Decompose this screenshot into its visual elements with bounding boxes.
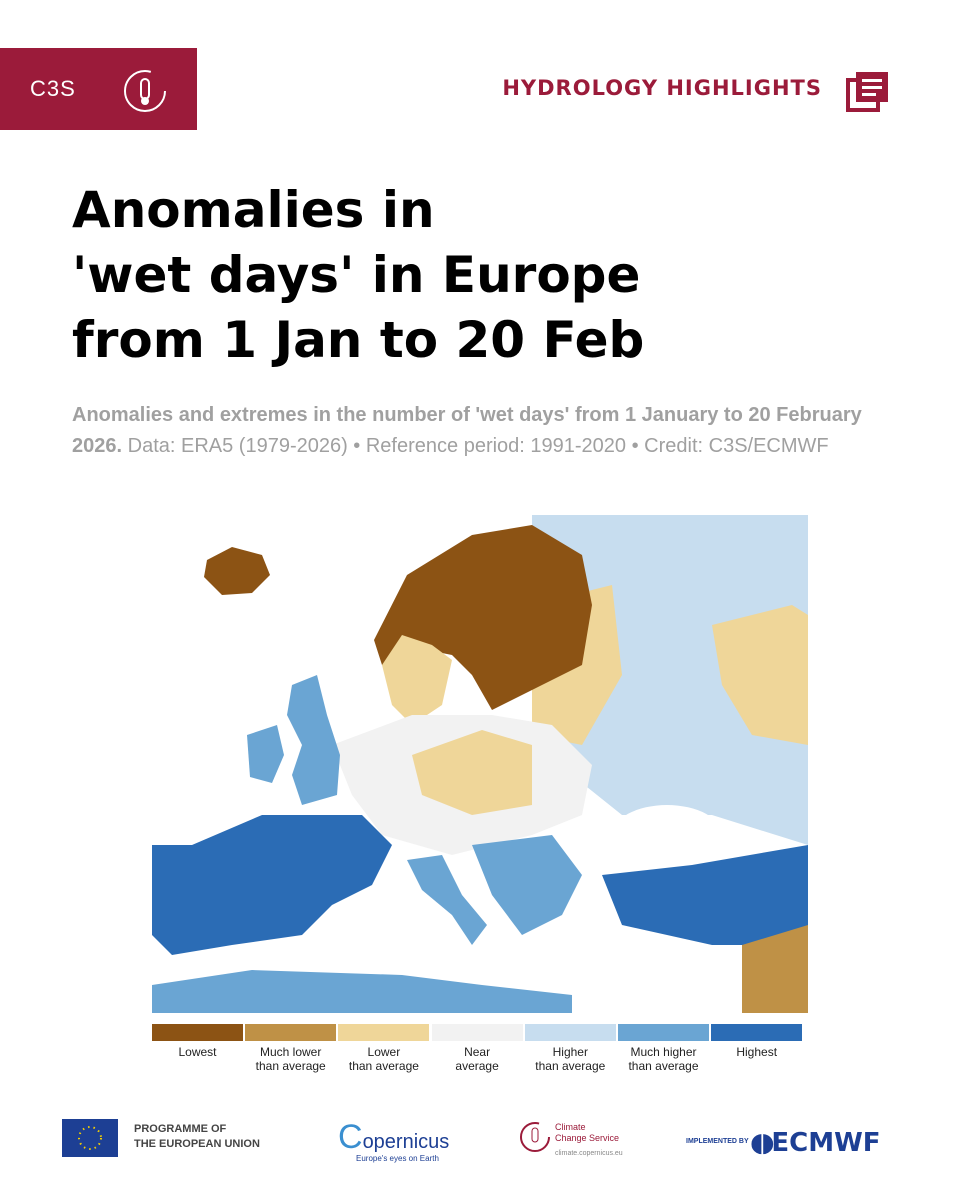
copernicus-tagline: Europe's eyes on Earth [356,1154,439,1163]
c3s-line: Climate [555,1122,586,1132]
legend-label: Much higher than average [614,1045,714,1073]
ecmwf-logo: ◖◗ECMWF [750,1128,881,1158]
map [152,515,808,1013]
legend-label-line: Much higher [630,1045,697,1059]
ireland [247,725,284,783]
implemented-by: IMPLEMENTED BY [686,1138,749,1145]
legend-label-line: Highest [736,1045,778,1059]
copernicus-logo: Copernicus Europe's eyes on Earth [338,1118,450,1163]
legend-swatch [524,1024,616,1041]
legend: Lowest Much lower than average Lower than av… [152,1024,812,1084]
balkans [472,835,582,935]
iceland [204,547,270,595]
turkey [602,845,808,945]
eu-text: PROGRAMME OF THE EUROPEAN UNION [134,1122,260,1152]
section-label: HYDROLOGY HIGHLIGHTS [502,76,822,100]
legend-label-line: than average [535,1059,606,1073]
eu-line: THE EUROPEAN UNION [134,1138,260,1150]
legend-label: Higher than average [520,1045,620,1073]
subtitle: Anomalies and extremes in the number of … [72,400,872,462]
legend-label-line: Much lower [260,1045,322,1059]
c3s-text: Climate Change Service climate.copernicus… [555,1122,623,1159]
title: Anomalies in 'wet days' in Europe from 1 J… [72,178,644,373]
copernicus-name: opernicus [362,1131,450,1153]
c3s-icon [520,1122,550,1152]
middle-east [742,925,808,1013]
legend-label: Lowest [148,1045,248,1059]
legend-label: Near average [427,1045,527,1073]
legend-label-line: than average [628,1059,699,1073]
legend-swatch [245,1024,337,1041]
title-line: from 1 Jan to 20 Feb [72,311,645,369]
header-badge: C3S [0,48,197,130]
legend-swatch [338,1024,430,1041]
subtitle-rest: Data: ERA5 (1979-2026) • Reference perio… [127,435,829,457]
norway-coast [382,635,452,725]
title-line: 'wet days' in Europe [72,246,641,304]
badge-label: C3S [30,76,76,101]
russia-dry [712,605,808,745]
badge-icon [124,70,166,112]
eu-line: PROGRAMME OF [134,1123,227,1135]
legend-label-line: than average [255,1059,326,1073]
north-africa [152,970,572,1013]
c3s-line: Change Service [555,1133,620,1143]
fennoscandia [374,525,592,710]
title-line: Anomalies in [72,181,435,239]
poland [412,730,532,815]
legend-label: Lower than average [334,1045,434,1073]
legend-swatch [711,1024,803,1041]
legend-label-line: than average [348,1059,419,1073]
legend-label: Much lower than average [241,1045,341,1073]
britain [287,675,340,805]
eu-flag [62,1119,118,1157]
legend-swatch [152,1024,243,1041]
legend-label-line: Lower [367,1045,401,1059]
section-icon [846,72,888,112]
ecmwf-name: ECMWF [771,1128,881,1158]
legend-label-line: Lowest [178,1045,217,1059]
c3s-url: climate.copernicus.eu [555,1150,623,1157]
france-iberia [152,815,392,955]
black-sea [612,805,722,865]
legend-label-line: Higher [552,1045,588,1059]
italy [407,855,487,945]
legend-label: Highest [707,1045,807,1059]
legend-label-line: Near [464,1045,491,1059]
legend-label-line: average [455,1059,499,1073]
legend-swatch [431,1024,523,1041]
subtitle-bold: Anomalies and extremes in the number of … [72,404,862,457]
legend-swatch [618,1024,709,1041]
